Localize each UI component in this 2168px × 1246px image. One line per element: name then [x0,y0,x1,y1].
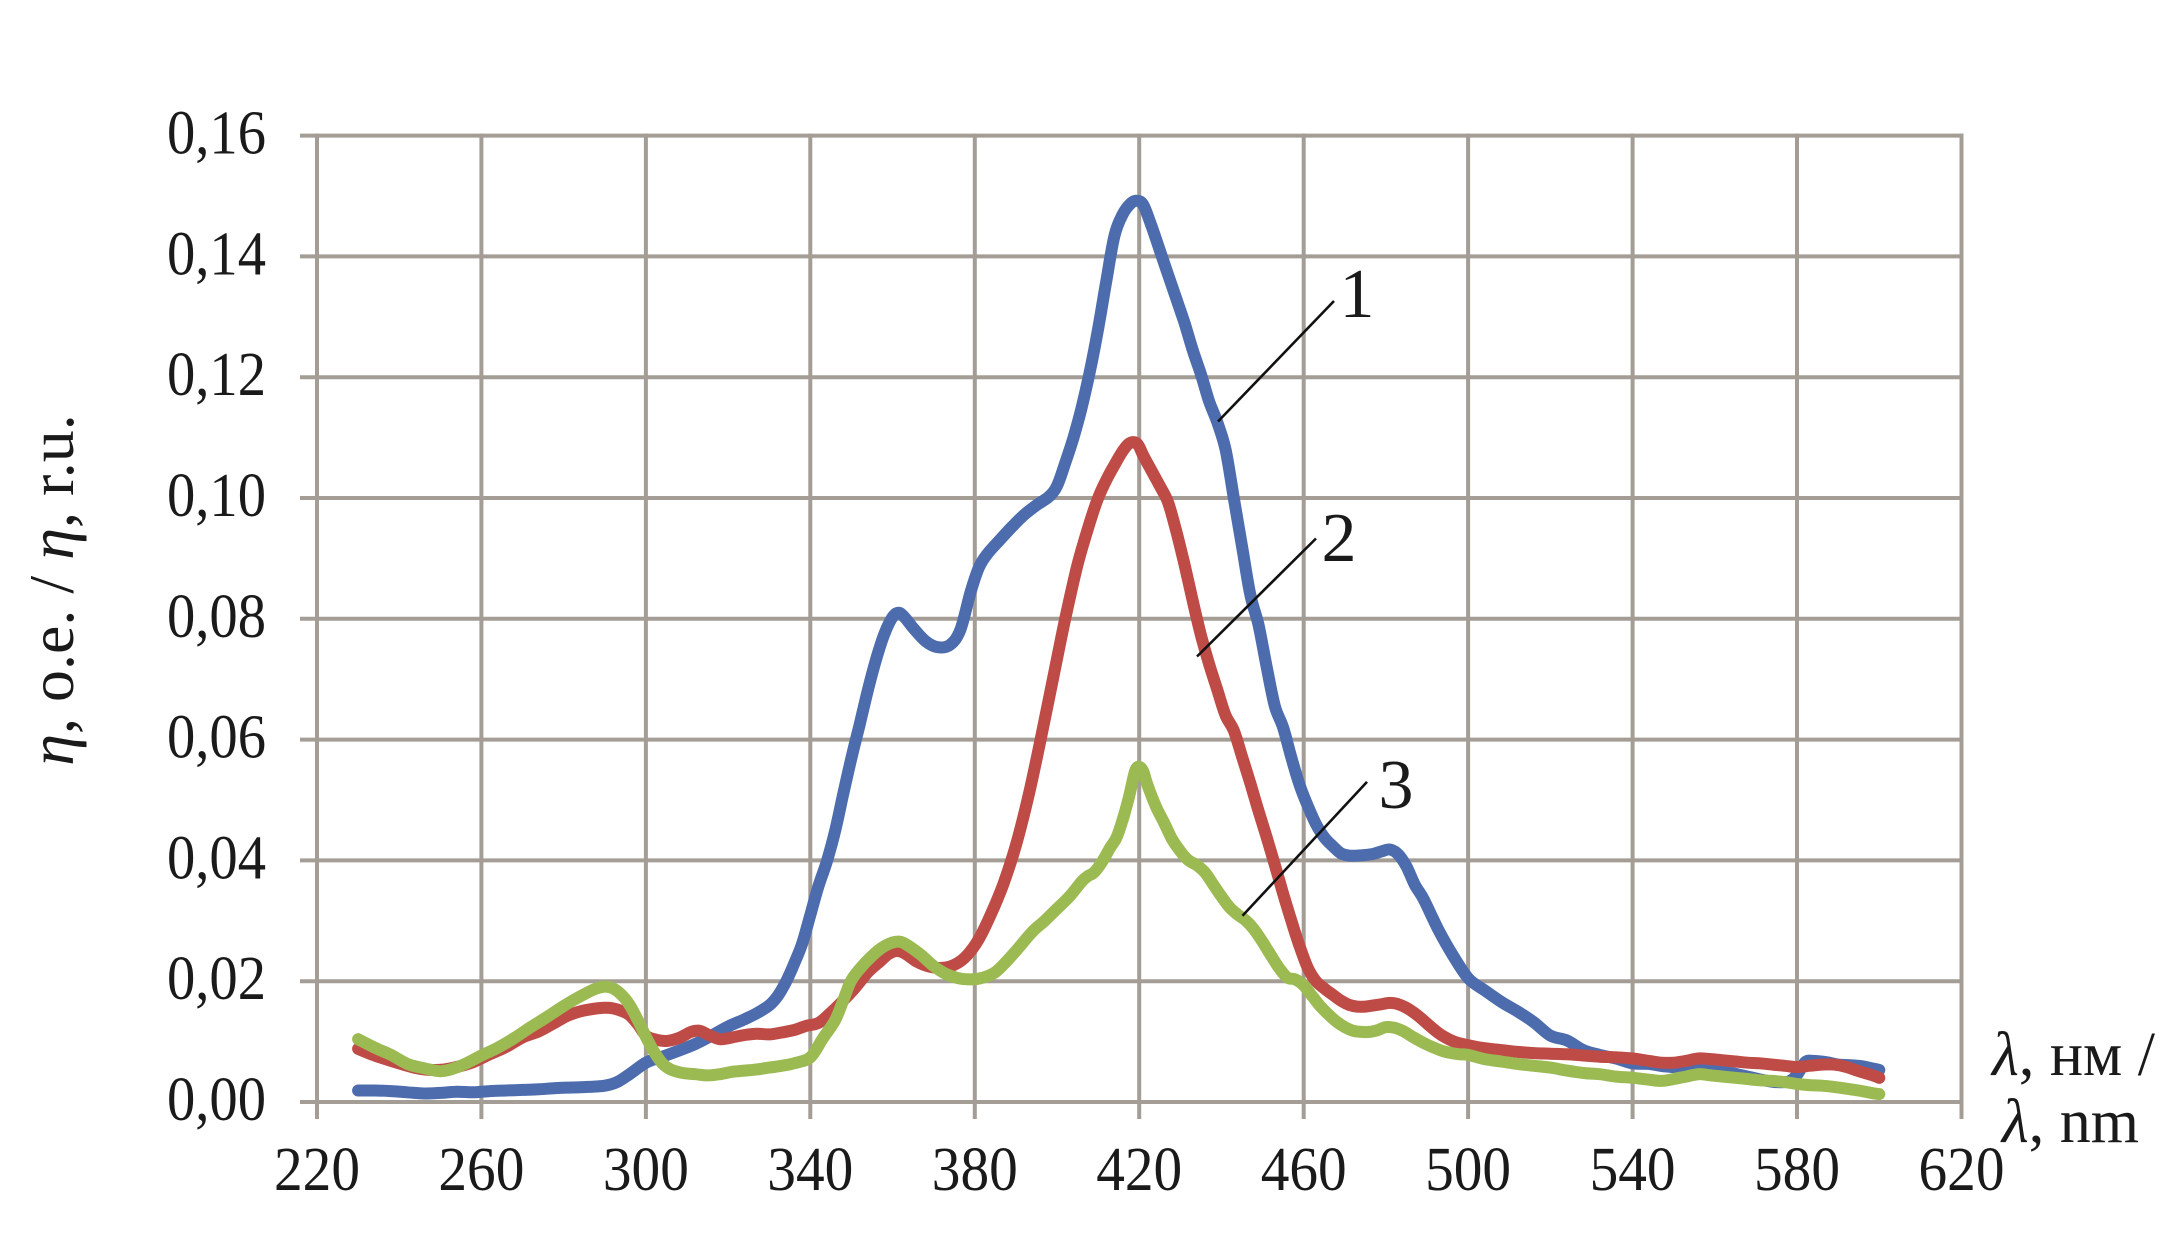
svg-text:620: 620 [1919,1136,2005,1204]
svg-text:260: 260 [438,1136,524,1204]
svg-text:λ, nm: λ, nm [2000,1088,2139,1156]
svg-text:0,06: 0,06 [167,704,266,772]
svg-text:1: 1 [1340,256,1375,333]
svg-text:0,10: 0,10 [167,462,266,530]
svg-text:0,14: 0,14 [167,220,266,288]
svg-text:380: 380 [932,1136,1018,1204]
svg-text:0,08: 0,08 [167,583,266,651]
svg-text:3: 3 [1379,747,1414,824]
svg-text:460: 460 [1261,1136,1347,1204]
svg-text:2: 2 [1322,500,1357,577]
svg-text:300: 300 [603,1136,689,1204]
svg-text:420: 420 [1096,1136,1182,1204]
svg-text:0,04: 0,04 [167,824,266,892]
svg-text:500: 500 [1425,1136,1511,1204]
svg-text:0,16: 0,16 [167,100,266,168]
svg-text:0,02: 0,02 [167,945,266,1013]
svg-text:0,00: 0,00 [167,1066,266,1134]
svg-text:λ, нм /: λ, нм / [1990,1021,2156,1089]
svg-text:220: 220 [274,1136,360,1204]
svg-text:580: 580 [1754,1136,1840,1204]
svg-text:0,12: 0,12 [167,341,266,409]
svg-text:η, o.e. / η, r.u.: η, o.e. / η, r.u. [16,414,87,765]
svg-text:540: 540 [1590,1136,1676,1204]
svg-text:340: 340 [767,1136,853,1204]
